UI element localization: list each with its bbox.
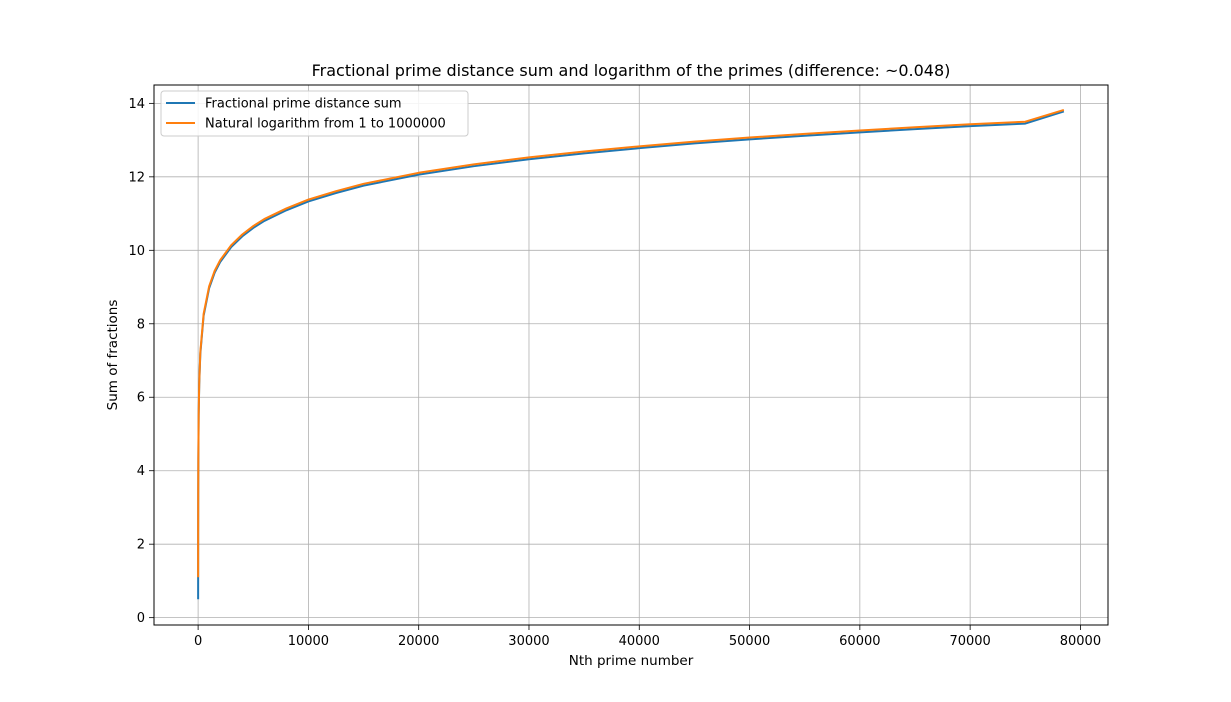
x-tick-label: 60000 <box>839 634 880 649</box>
x-tick-label: 80000 <box>1060 634 1101 649</box>
x-tick-label: 50000 <box>729 634 770 649</box>
series-line-0 <box>197 110 1065 600</box>
plot-lines <box>197 109 1065 600</box>
y-tick-label: 8 <box>137 317 145 332</box>
plot-frame <box>153 84 1109 626</box>
y-axis-label: Sum of fractions <box>105 300 121 411</box>
y-tick-label: 6 <box>137 391 145 406</box>
legend-label-series-1: Natural logarithm from 1 to 1000000 <box>205 117 446 132</box>
y-tick-label: 12 <box>128 170 145 185</box>
grid <box>154 85 1108 625</box>
x-tick-label: 10000 <box>288 634 329 649</box>
y-tick-label: 2 <box>137 538 145 553</box>
x-axis-ticks: 0 10000 20000 30000 40000 50000 60000 70000 8000… <box>194 625 1101 649</box>
legend: Fractional prime distance sum Natural lo… <box>160 90 469 137</box>
y-tick-label: 0 <box>137 611 145 626</box>
y-tick-label: 4 <box>137 464 145 479</box>
legend-box <box>160 90 469 137</box>
x-tick-label: 70000 <box>949 634 990 649</box>
y-tick-label: 10 <box>128 244 145 259</box>
x-tick-label: 0 <box>194 634 202 649</box>
y-tick-label: 14 <box>128 97 145 112</box>
x-tick-label: 20000 <box>398 634 439 649</box>
x-tick-label: 40000 <box>619 634 660 649</box>
y-axis-ticks: 0 2 4 6 8 10 12 14 <box>128 97 154 626</box>
chart-title: Fractional prime distance sum and logari… <box>312 61 951 80</box>
series-line-1 <box>197 109 1065 578</box>
legend-label-series-0: Fractional prime distance sum <box>205 97 402 112</box>
x-tick-label: 30000 <box>508 634 549 649</box>
x-axis-label: Nth prime number <box>569 653 694 669</box>
